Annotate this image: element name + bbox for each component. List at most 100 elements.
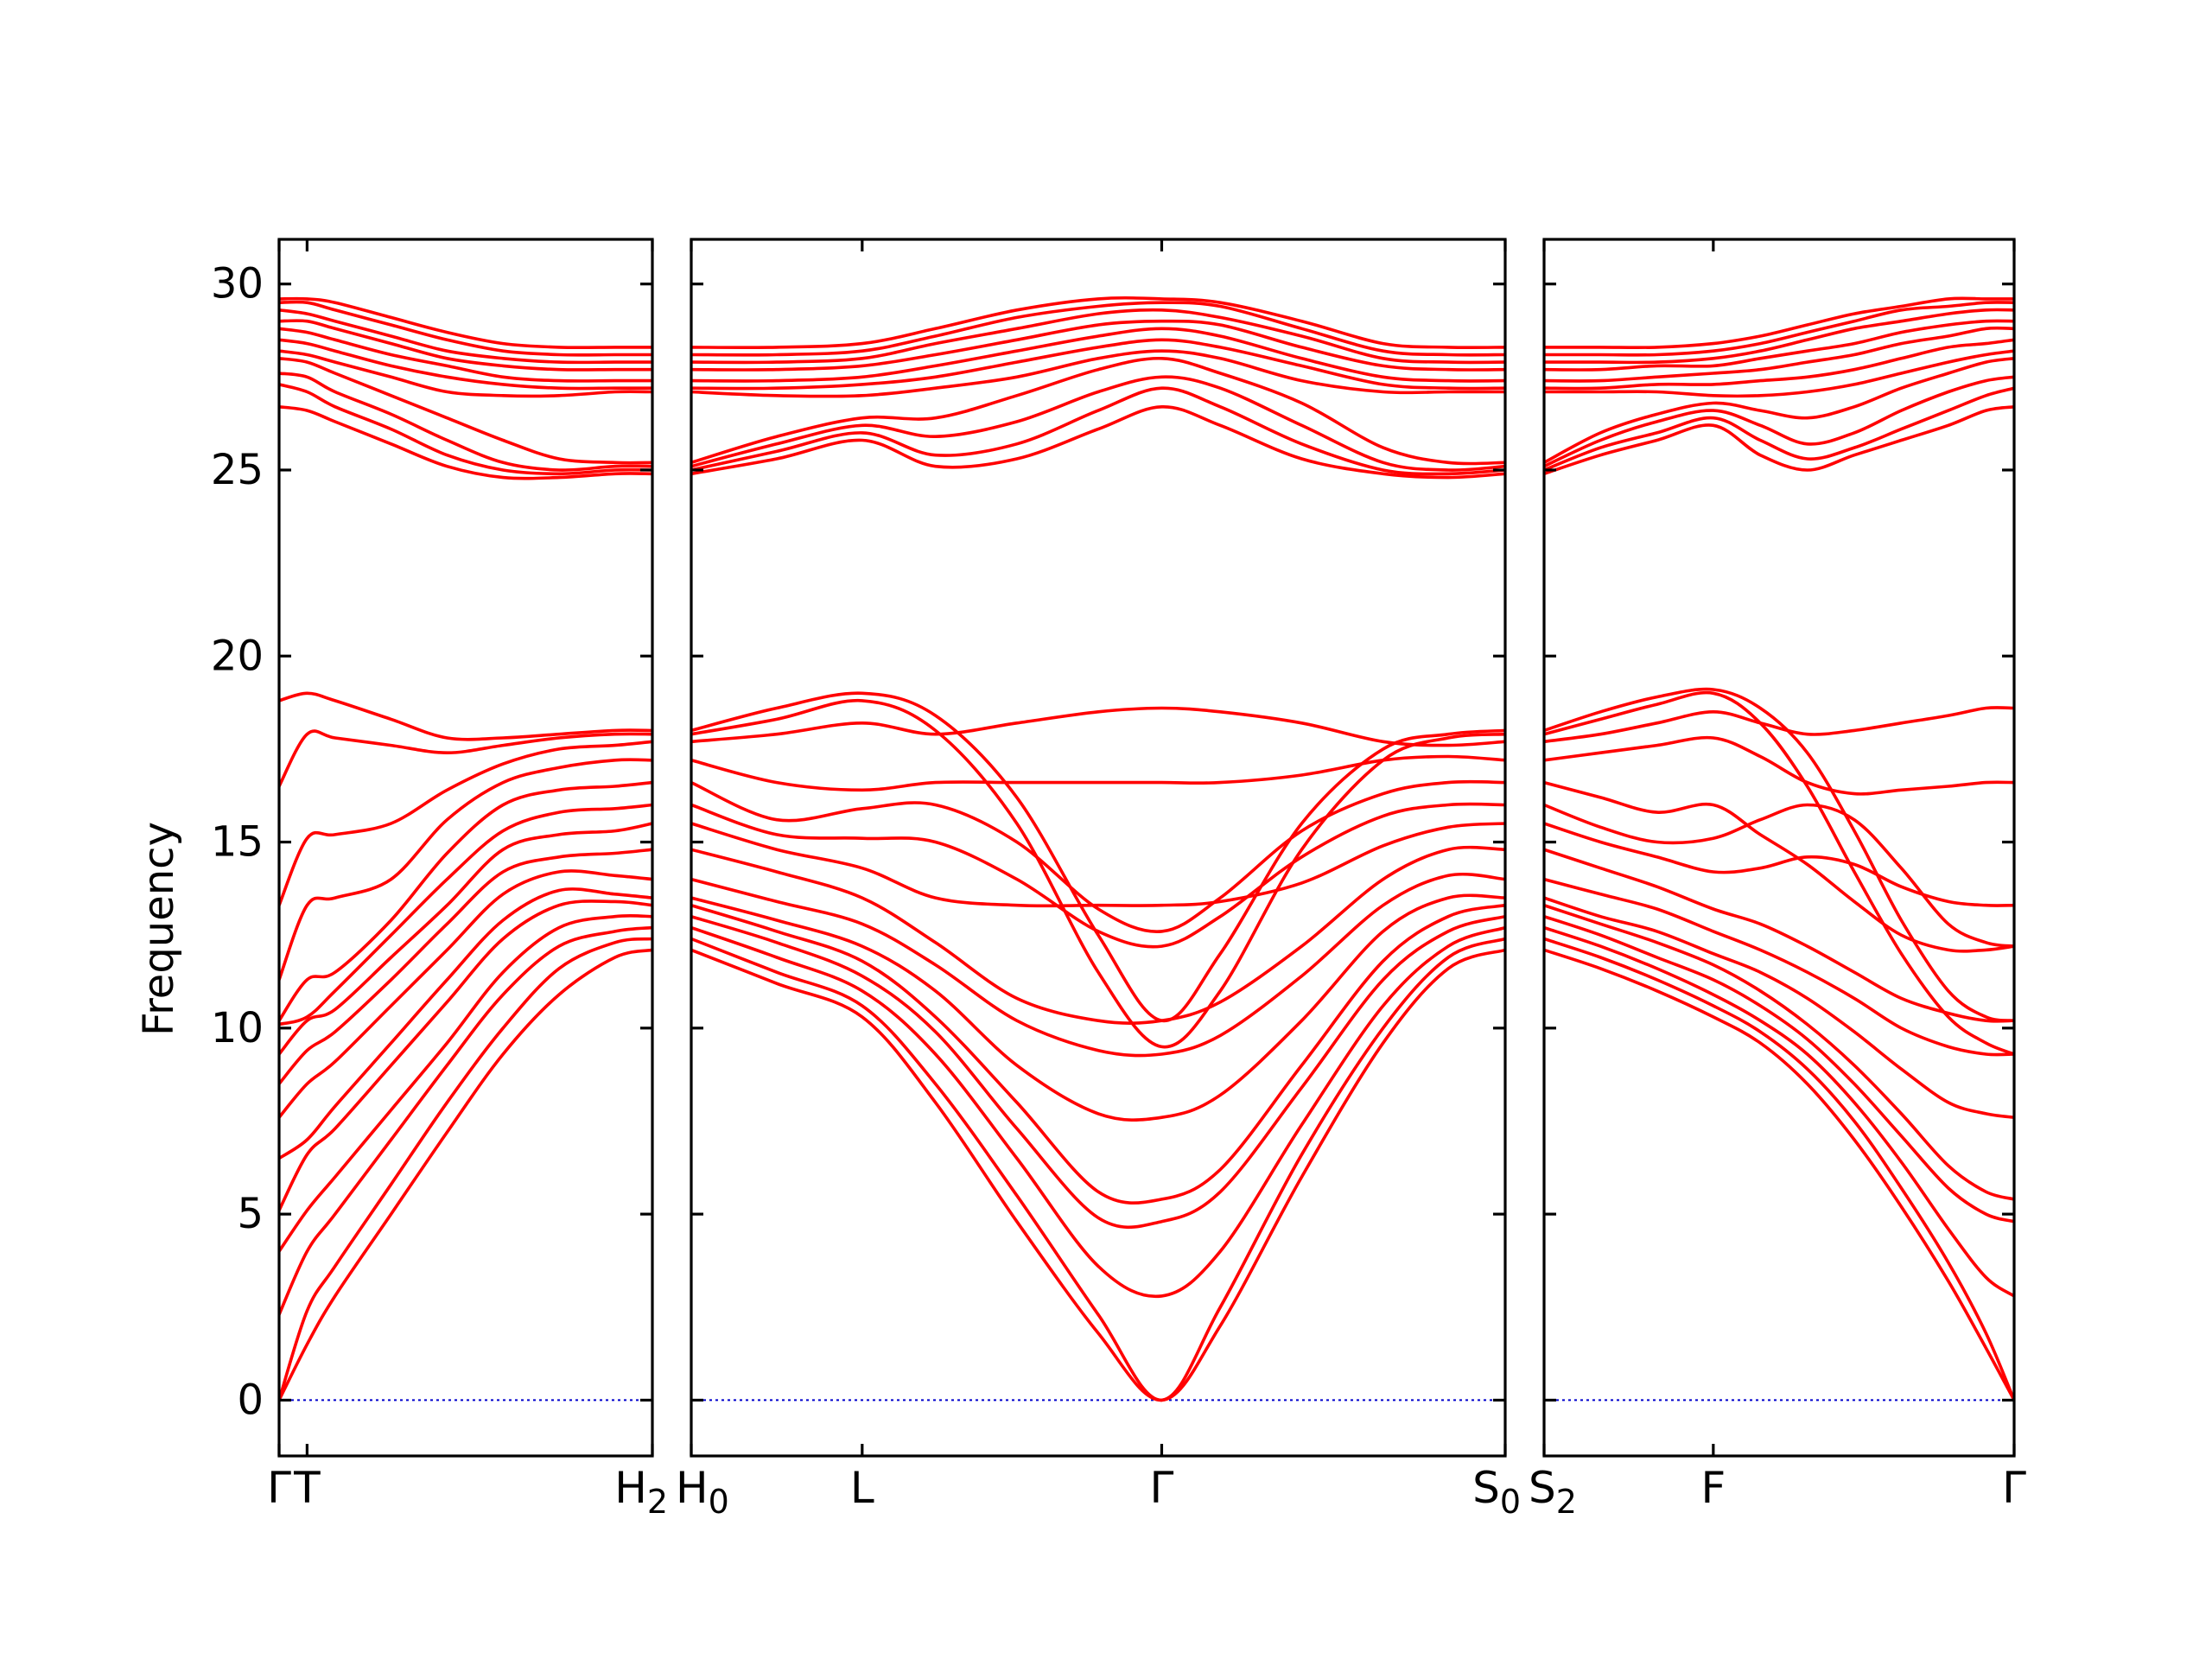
band-line [1544,687,2014,1022]
band-line [279,887,652,1160]
band-line [691,338,1505,391]
band-line [1544,948,2014,1402]
band-series [279,296,652,1402]
y-tick-label: 15 [211,818,264,867]
band-line [279,937,652,1402]
band-line [691,903,1505,1205]
band-line [279,780,652,1022]
band-line [279,327,652,383]
band-line [1544,386,2014,472]
band-line [279,405,652,480]
band-line [279,869,652,1119]
band-line [1544,296,2014,350]
panel-frame [690,238,1507,1458]
y-tick-label: 25 [211,446,264,494]
x-tick-label: Γ [2002,1463,2026,1513]
x-tick-label-main: S [1529,1463,1556,1513]
band-line [1544,357,2014,465]
band-line [691,349,1505,398]
y-tick-label: 30 [211,260,264,308]
x-tick-label: Γ [267,1463,291,1513]
x-tick-label-main: F [1700,1463,1726,1513]
band-line [691,802,1505,949]
band-line [1544,308,2014,365]
band-line [1544,349,2014,398]
x-tick-label: F [1700,1463,1726,1513]
y-tick-label: 5 [237,1190,264,1238]
band-line [691,386,1505,476]
band-line [279,758,652,982]
x-tick-label: Γ [1150,1463,1174,1513]
band-line [279,338,652,391]
band-line [691,872,1505,1058]
x-tick-label-subscript: 0 [709,1483,729,1521]
band-line [691,937,1505,1402]
x-tick-label-main: H [676,1463,709,1513]
x-tick-label: L [850,1463,874,1513]
band-line [691,925,1505,1299]
x-tick-label-subscript: 0 [1500,1483,1521,1521]
band-line [1544,690,2014,1056]
band-line [279,691,652,741]
band-line [1544,326,2014,383]
x-tick-label: T [293,1463,321,1513]
band-line [1544,338,2014,391]
band-line [279,925,652,1317]
band-line [691,914,1505,1230]
band-line [1544,319,2014,372]
band-line [691,822,1505,908]
x-tick-label: S2 [1529,1463,1577,1521]
x-tick-label-main: Γ [1150,1463,1174,1513]
band-line [691,948,1505,1402]
band-line [691,356,1505,466]
x-tick-label: H2 [614,1463,668,1521]
y-tick-label: 0 [237,1376,264,1424]
band-line [1544,896,2014,1119]
band-line [691,698,1505,1049]
panel-3: S2 F Γ [1529,238,2026,1521]
band-line [279,803,652,1027]
band-line [279,913,652,1253]
band-line [691,375,1505,472]
band-line [279,308,652,365]
panel-frame [1542,238,2016,1458]
band-series [691,296,1505,1402]
x-tick-label-main: H [614,1463,647,1513]
x-tick-label-subscript: 2 [1556,1483,1577,1521]
band-line [279,349,652,398]
band-line [279,729,652,788]
x-tick-label-main: L [850,1463,874,1513]
x-tick-label-subscript: 2 [647,1483,668,1521]
band-line [1544,780,2014,953]
panel-frame [277,238,654,1458]
band-line [1544,914,2014,1224]
band-line [691,308,1505,365]
band-line [279,740,652,907]
band-line [691,319,1505,372]
band-line [691,301,1505,357]
band-line [691,404,1505,480]
band-line [279,899,652,1212]
band-line [279,383,652,476]
band-line [1544,848,2014,1023]
band-line [691,893,1505,1122]
band-line [691,845,1505,1025]
band-line [691,296,1505,350]
band-line [691,691,1505,1023]
y-tick-label: 20 [211,632,264,680]
y-axis-label: Frequency [135,822,183,1036]
y-tick-label: 10 [211,1004,264,1052]
x-tick-label-main: T [293,1463,321,1513]
band-line [279,296,652,350]
band-line [1544,925,2014,1298]
x-tick-label-main: Γ [267,1463,291,1513]
x-tick-label: H0 [676,1463,729,1521]
x-tick-label-main: S [1472,1463,1500,1513]
band-line [279,848,652,1086]
band-line [1544,903,2014,1201]
band-line [691,779,1505,933]
band-line [1544,405,2014,476]
